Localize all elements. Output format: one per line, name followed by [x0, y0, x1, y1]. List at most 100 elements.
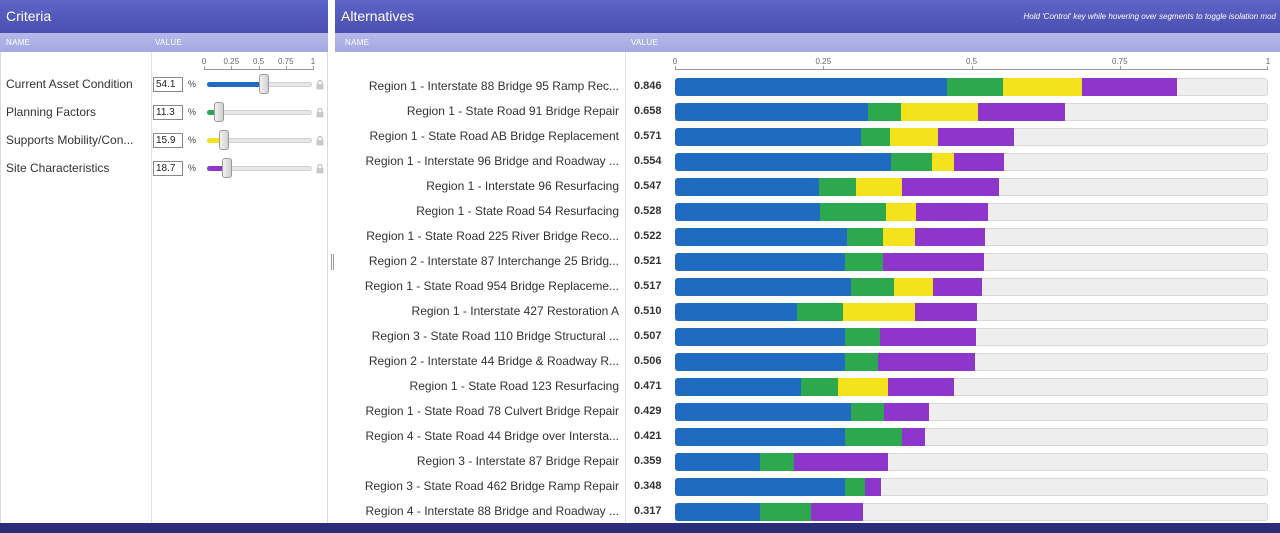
bar-segment[interactable]: [844, 478, 866, 496]
bar-segment[interactable]: [850, 403, 884, 421]
criteria-weight-input[interactable]: 11.3: [153, 105, 183, 120]
bar-segment[interactable]: [759, 453, 795, 471]
bar-segment[interactable]: [675, 203, 821, 221]
lock-icon[interactable]: [316, 164, 324, 174]
bar-segment[interactable]: [915, 303, 978, 321]
bar-segment[interactable]: [865, 478, 882, 496]
bar-segment[interactable]: [844, 253, 883, 271]
bar-segment[interactable]: [855, 178, 902, 196]
bar-segment[interactable]: [888, 378, 955, 396]
alternative-name[interactable]: Region 1 - Interstate 96 Resurfacing: [426, 179, 619, 193]
slider-thumb[interactable]: [221, 158, 232, 178]
bar-segment[interactable]: [932, 278, 982, 296]
bar-segment[interactable]: [894, 278, 933, 296]
bar-segment[interactable]: [861, 128, 890, 146]
bar-segment[interactable]: [675, 303, 798, 321]
bar-segment[interactable]: [675, 228, 847, 246]
alternative-name[interactable]: Region 2 - Interstate 87 Interchange 25 …: [368, 254, 619, 268]
bar-segment[interactable]: [851, 278, 895, 296]
bar-segment[interactable]: [932, 153, 955, 171]
bar-segment[interactable]: [889, 128, 939, 146]
bar-segment[interactable]: [801, 378, 839, 396]
alternatives-col-value[interactable]: VALUE: [631, 38, 659, 47]
bar-segment[interactable]: [947, 78, 1003, 96]
bar-segment[interactable]: [675, 453, 760, 471]
alternative-name[interactable]: Region 1 - Interstate 96 Bridge and Road…: [365, 154, 619, 168]
alternative-name[interactable]: Region 1 - Interstate 88 Bridge 95 Ramp …: [368, 79, 619, 93]
bar-segment[interactable]: [883, 403, 930, 421]
bar-segment[interactable]: [675, 328, 845, 346]
bar-segment[interactable]: [675, 278, 852, 296]
lock-icon[interactable]: [316, 80, 324, 90]
alternative-name[interactable]: Region 3 - State Road 110 Bridge Structu…: [371, 329, 619, 343]
bar-segment[interactable]: [868, 103, 901, 121]
alternative-name[interactable]: Region 1 - State Road 54 Resurfacing: [416, 204, 619, 218]
criteria-col-name[interactable]: NAME: [6, 38, 31, 47]
bar-segment[interactable]: [838, 378, 889, 396]
bar-segment[interactable]: [844, 428, 903, 446]
alternative-name[interactable]: Region 4 - State Road 44 Bridge over Int…: [365, 429, 619, 443]
alternative-name[interactable]: Region 3 - State Road 462 Bridge Ramp Re…: [364, 479, 619, 493]
criteria-weight-input[interactable]: 54.1: [153, 77, 183, 92]
bar-segment[interactable]: [882, 228, 916, 246]
bar-segment[interactable]: [675, 178, 820, 196]
alternative-name[interactable]: Region 3 - Interstate 87 Bridge Repair: [416, 454, 619, 468]
bar-segment[interactable]: [675, 353, 845, 371]
lock-icon[interactable]: [316, 108, 324, 118]
slider-thumb[interactable]: [213, 102, 224, 122]
bar-segment[interactable]: [954, 153, 1004, 171]
bar-segment[interactable]: [819, 178, 856, 196]
bar-segment[interactable]: [878, 353, 976, 371]
bar-segment[interactable]: [675, 128, 862, 146]
bar-segment[interactable]: [675, 403, 851, 421]
criteria-weight-input[interactable]: 18.7: [153, 161, 183, 176]
alternative-name[interactable]: Region 1 - State Road 78 Culvert Bridge …: [365, 404, 619, 418]
bar-segment[interactable]: [1082, 78, 1177, 96]
alternatives-col-name[interactable]: NAME: [345, 38, 370, 47]
bar-segment[interactable]: [675, 378, 802, 396]
panel-splitter[interactable]: [329, 0, 335, 523]
bar-segment[interactable]: [901, 178, 1000, 196]
alternative-name[interactable]: Region 4 - Interstate 88 Bridge and Road…: [365, 504, 619, 518]
bar-segment[interactable]: [675, 503, 760, 521]
slider-thumb[interactable]: [218, 130, 229, 150]
bar-segment[interactable]: [820, 203, 886, 221]
alternative-name[interactable]: Region 1 - State Road 123 Resurfacing: [409, 379, 619, 393]
alternative-name[interactable]: Region 2 - Interstate 44 Bridge & Roadwa…: [368, 354, 619, 368]
bar-segment[interactable]: [882, 253, 984, 271]
bar-segment[interactable]: [797, 303, 844, 321]
bar-segment[interactable]: [846, 228, 883, 246]
bar-segment[interactable]: [794, 453, 888, 471]
bar-segment[interactable]: [675, 78, 948, 96]
bar-segment[interactable]: [811, 503, 863, 521]
bar-segment[interactable]: [916, 203, 989, 221]
alternative-name[interactable]: Region 1 - State Road 91 Bridge Repair: [406, 104, 619, 118]
bar-segment[interactable]: [844, 328, 880, 346]
bar-segment[interactable]: [900, 103, 978, 121]
bar-segment[interactable]: [843, 303, 916, 321]
bar-segment[interactable]: [675, 153, 892, 171]
alternative-name[interactable]: Region 1 - Interstate 427 Restoration A: [411, 304, 619, 318]
alternative-name[interactable]: Region 1 - State Road 954 Bridge Replace…: [364, 279, 619, 293]
bar-segment[interactable]: [885, 203, 917, 221]
bar-segment[interactable]: [675, 103, 869, 121]
bar-segment[interactable]: [675, 428, 845, 446]
bar-segment[interactable]: [1002, 78, 1083, 96]
bar-segment[interactable]: [675, 478, 845, 496]
bar-segment[interactable]: [902, 428, 925, 446]
bar-segment[interactable]: [938, 128, 1014, 146]
bar-segment[interactable]: [891, 153, 933, 171]
bar-segment[interactable]: [844, 353, 879, 371]
lock-icon[interactable]: [316, 136, 324, 146]
alternative-name[interactable]: Region 1 - State Road AB Bridge Replacem…: [369, 129, 619, 143]
bar-segment[interactable]: [879, 328, 976, 346]
criteria-weight-input[interactable]: 15.9: [153, 133, 183, 148]
splitter-grip-icon[interactable]: [331, 254, 334, 270]
alternative-name[interactable]: Region 1 - State Road 225 River Bridge R…: [366, 229, 619, 243]
bar-segment[interactable]: [915, 228, 985, 246]
slider-thumb[interactable]: [258, 74, 269, 94]
bar-segment[interactable]: [675, 253, 845, 271]
bar-segment[interactable]: [759, 503, 812, 521]
criteria-col-value[interactable]: VALUE: [155, 38, 183, 47]
bar-segment[interactable]: [978, 103, 1066, 121]
